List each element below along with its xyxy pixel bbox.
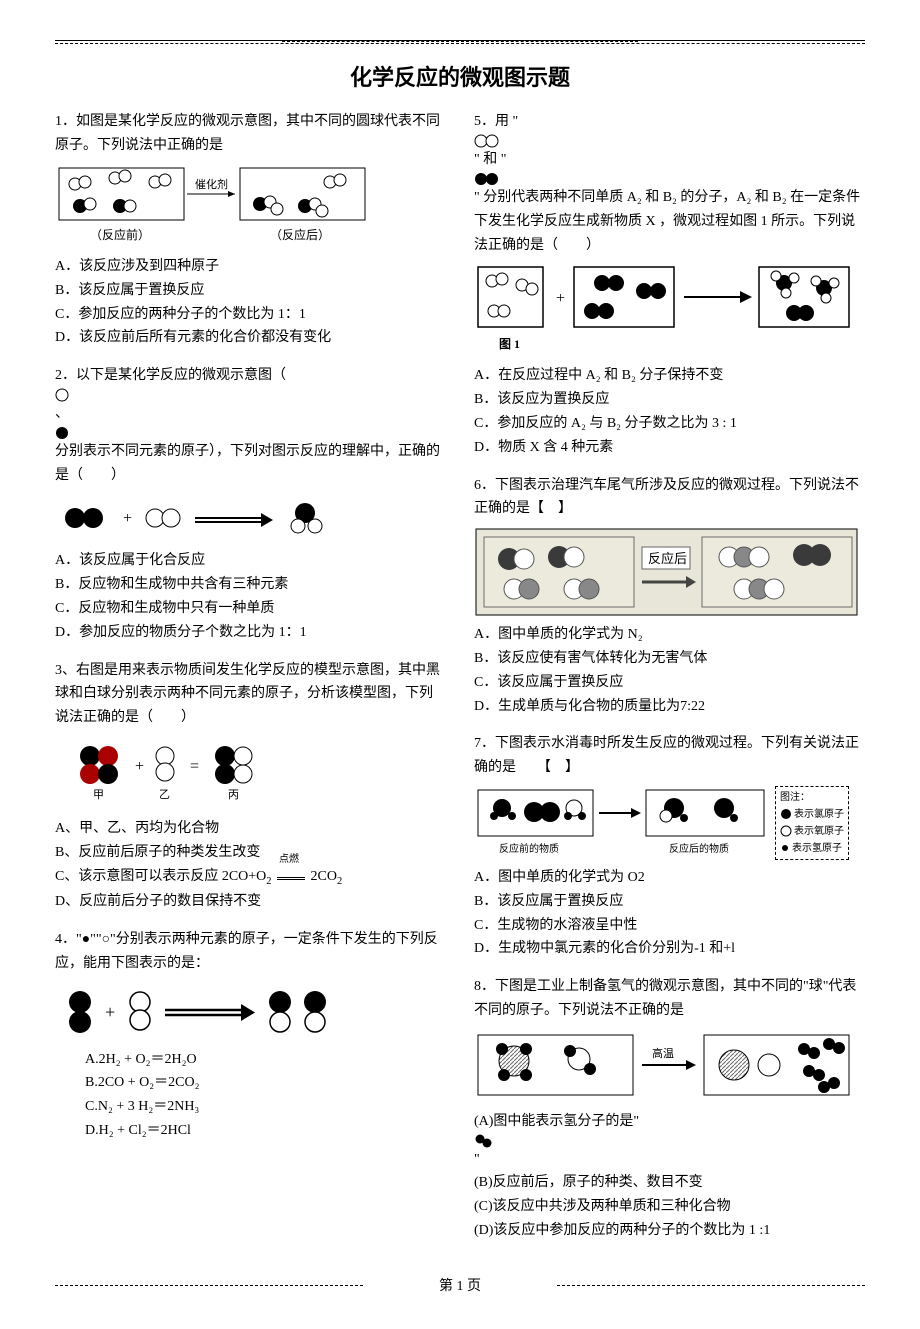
svg-text:丙: 丙 [228, 789, 239, 801]
page-title: 化学反应的微观图示题 [55, 59, 865, 96]
q5-opts: A．在反应过程中 A₂ 和 B₂ 分子保持不变 B．该反应为置换反应 C．参加反… [474, 364, 865, 459]
h2-icon [474, 1134, 494, 1148]
q4-opts: A.2H₂ + O₂＝2H₂O B.2CO + O₂＝2CO₂ C.N₂ + 3… [55, 1048, 446, 1143]
black-atom-icon [55, 426, 69, 440]
q8-opts: (A)图中能表示氢分子的是" " (B)反应前后，原子的种类、数目不变 (C)该… [474, 1110, 865, 1243]
svg-text:乙: 乙 [159, 788, 170, 801]
footer: 第 1 页 [55, 1275, 865, 1299]
q4-A: A.2H₂ + O₂＝2H₂O [85, 1048, 446, 1072]
col-right: 5．用 " " 和 " " 分别代表两种不同单质 A₂ 和 B₂ 的分子，A₂ … [474, 110, 865, 1256]
q7-diagram: 反应前的物质 反应后的物质 图注： 表示氯原子 表示氧原子 表示氢原子 [474, 786, 865, 860]
q7-stem: 7．下图表示水消毒时所发生反应的微观过程。下列有关说法正确的是 【 】 [474, 732, 865, 780]
q6: 6．下图表示治理汽车尾气所涉及反应的微观过程。下列说法不正确的是【 】 反应后 [474, 474, 865, 719]
q1-after-label: （反应后） [270, 227, 330, 242]
b2-icon [474, 172, 500, 186]
svg-text:图 1: 图 1 [499, 337, 520, 351]
q6-D: D．生成单质与化合物的质量比为7:22 [474, 695, 865, 719]
q3-B: B、反应前后原子的种类发生改变 [55, 841, 446, 865]
page-number: 第 1 页 [431, 1279, 489, 1294]
q8-D: (D)该反应中参加反应的两种分子的个数比为 1 :1 [474, 1219, 865, 1243]
q4-C: C.N₂ + 3 H₂＝2NH₃ [85, 1095, 446, 1119]
q8-C: (C)该反应中共涉及两种单质和三种化合物 [474, 1195, 865, 1219]
q5-D: D．物质 X 含 4 种元素 [474, 436, 865, 460]
q2-D: D．参加反应的物质分子个数之比为 1：1 [55, 621, 446, 645]
q2-C: C．反应物和生成物中只有一种单质 [55, 597, 446, 621]
q6-opts: A．图中单质的化学式为 N₂ B．该反应使有害气体转化为无害气体 C．该反应属于… [474, 623, 865, 718]
q3-C: C、该示意图可以表示反应 2CO+O2 点燃 2CO2 [55, 865, 446, 891]
a2-icon [474, 134, 500, 148]
q3-diagram: + = 甲 乙 丙 [55, 736, 446, 811]
q4-stem: 4．"●""○"分别表示两种元素的原子，一定条件下发生的下列反应，能用下图表示的… [55, 928, 446, 976]
q7-B: B．该反应属于置换反应 [474, 890, 865, 914]
q1-diagram: 催化剂 （反应前） （反应后） [55, 164, 446, 249]
svg-text:=: = [190, 758, 199, 775]
q1-before-label: （反应前） [90, 227, 150, 242]
q8-stem: 8．下图是工业上制备氢气的微观示意图，其中不同的"球"代表不同的原子。下列说法不… [474, 975, 865, 1023]
q6-stem: 6．下图表示治理汽车尾气所涉及反应的微观过程。下列说法不正确的是【 】 [474, 474, 865, 522]
q4: 4．"●""○"分别表示两种元素的原子，一定条件下发生的下列反应，能用下图表示的… [55, 928, 446, 1143]
q1-B: B．该反应属于置换反应 [55, 279, 446, 303]
q1: 1．如图是某化学反应的微观示意图，其中不同的圆球代表不同原子。下列说法中正确的是… [55, 110, 446, 350]
q2-stem: 2．以下是某化学反应的微观示意图（ 、 分别表示不同元素的原子），下列对图示反应… [55, 364, 446, 487]
q7-D: D．生成物中氯元素的化合价分别为-1 和+l [474, 937, 865, 961]
q1-D: D．该反应前后所有元素的化合价都没有变化 [55, 326, 446, 350]
q6-C: C．该反应属于置换反应 [474, 671, 865, 695]
svg-text:+: + [556, 290, 565, 307]
q7-A: A．图中单质的化学式为 O2 [474, 866, 865, 890]
q2-B: B．反应物和生成物中共含有三种元素 [55, 573, 446, 597]
q1-C: C．参加反应的两种分子的个数比为 1：1 [55, 303, 446, 327]
q5-C: C．参加反应的 A₂ 与 B₂ 分子数之比为 3 : 1 [474, 412, 865, 436]
q7-legend: 图注： 表示氯原子 表示氧原子 表示氢原子 [775, 786, 849, 860]
q3-opts: A、甲、乙、丙均为化合物 B、反应前后原子的种类发生改变 C、该示意图可以表示反… [55, 817, 446, 914]
svg-text:反应前的物质: 反应前的物质 [499, 842, 559, 855]
svg-text:反应后的物质: 反应后的物质 [669, 842, 729, 855]
q2: 2．以下是某化学反应的微观示意图（ 、 分别表示不同元素的原子），下列对图示反应… [55, 364, 446, 644]
top-rule [55, 40, 865, 44]
q6-B: B．该反应使有害气体转化为无害气体 [474, 647, 865, 671]
q4-D: D.H₂ + Cl₂＝2HCl [85, 1119, 446, 1143]
q8-diagram: 高温 [474, 1029, 865, 1104]
q3-A: A、甲、乙、丙均为化合物 [55, 817, 446, 841]
q5-B: B．该反应为置换反应 [474, 388, 865, 412]
q8-A: (A)图中能表示氢分子的是" " [474, 1110, 865, 1172]
svg-text:甲: 甲 [93, 789, 104, 801]
q2-opts: A．该反应属于化合反应 B．反应物和生成物中共含有三种元素 C．反应物和生成物中… [55, 549, 446, 644]
q1-opts: A．该反应涉及到四种原子 B．该反应属于置换反应 C．参加反应的两种分子的个数比… [55, 255, 446, 350]
q7: 7．下图表示水消毒时所发生反应的微观过程。下列有关说法正确的是 【 】 反应前的… [474, 732, 865, 961]
q3: 3、右图是用来表示物质间发生化学反应的模型示意图，其中黑球和白球分别表示两种不同… [55, 659, 446, 915]
q8-B: (B)反应前后，原子的种类、数目不变 [474, 1171, 865, 1195]
q4-B: B.2CO + O₂＝2CO₂ [85, 1071, 446, 1095]
q6-diagram: 反应后 [474, 527, 865, 617]
q7-C: C．生成物的水溶液呈中性 [474, 914, 865, 938]
q4-diagram: + [55, 982, 446, 1042]
svg-text:高温: 高温 [652, 1046, 674, 1060]
q2-A: A．该反应属于化合反应 [55, 549, 446, 573]
q5-diagram: + 图 1 [474, 263, 865, 358]
q1-A: A．该反应涉及到四种原子 [55, 255, 446, 279]
q6-A: A．图中单质的化学式为 N₂ [474, 623, 865, 647]
q3-stem: 3、右图是用来表示物质间发生化学反应的模型示意图，其中黑球和白球分别表示两种不同… [55, 659, 446, 730]
q5-stem: 5．用 " " 和 " " 分别代表两种不同单质 A₂ 和 B₂ 的分子，A₂ … [474, 110, 865, 257]
svg-text:+: + [135, 758, 144, 775]
white-atom-icon [55, 388, 69, 402]
q8: 8．下图是工业上制备氢气的微观示意图，其中不同的"球"代表不同的原子。下列说法不… [474, 975, 865, 1243]
q1-stem: 1．如图是某化学反应的微观示意图，其中不同的圆球代表不同原子。下列说法中正确的是 [55, 110, 446, 158]
svg-text:+: + [105, 1002, 115, 1022]
columns: 1．如图是某化学反应的微观示意图，其中不同的圆球代表不同原子。下列说法中正确的是… [55, 110, 865, 1256]
col-left: 1．如图是某化学反应的微观示意图，其中不同的圆球代表不同原子。下列说法中正确的是… [55, 110, 446, 1256]
q5-A: A．在反应过程中 A₂ 和 B₂ 分子保持不变 [474, 364, 865, 388]
q1-arrow-label: 催化剂 [195, 177, 228, 191]
q5: 5．用 " " 和 " " 分别代表两种不同单质 A₂ 和 B₂ 的分子，A₂ … [474, 110, 865, 459]
svg-text:+: + [123, 510, 132, 527]
q7-opts: A．图中单质的化学式为 O2 B．该反应属于置换反应 C．生成物的水溶液呈中性 … [474, 866, 865, 961]
q3-D: D、反应前后分子的数目保持不变 [55, 890, 446, 914]
q2-diagram: + [55, 493, 446, 543]
svg-text:反应后: 反应后 [648, 551, 687, 566]
